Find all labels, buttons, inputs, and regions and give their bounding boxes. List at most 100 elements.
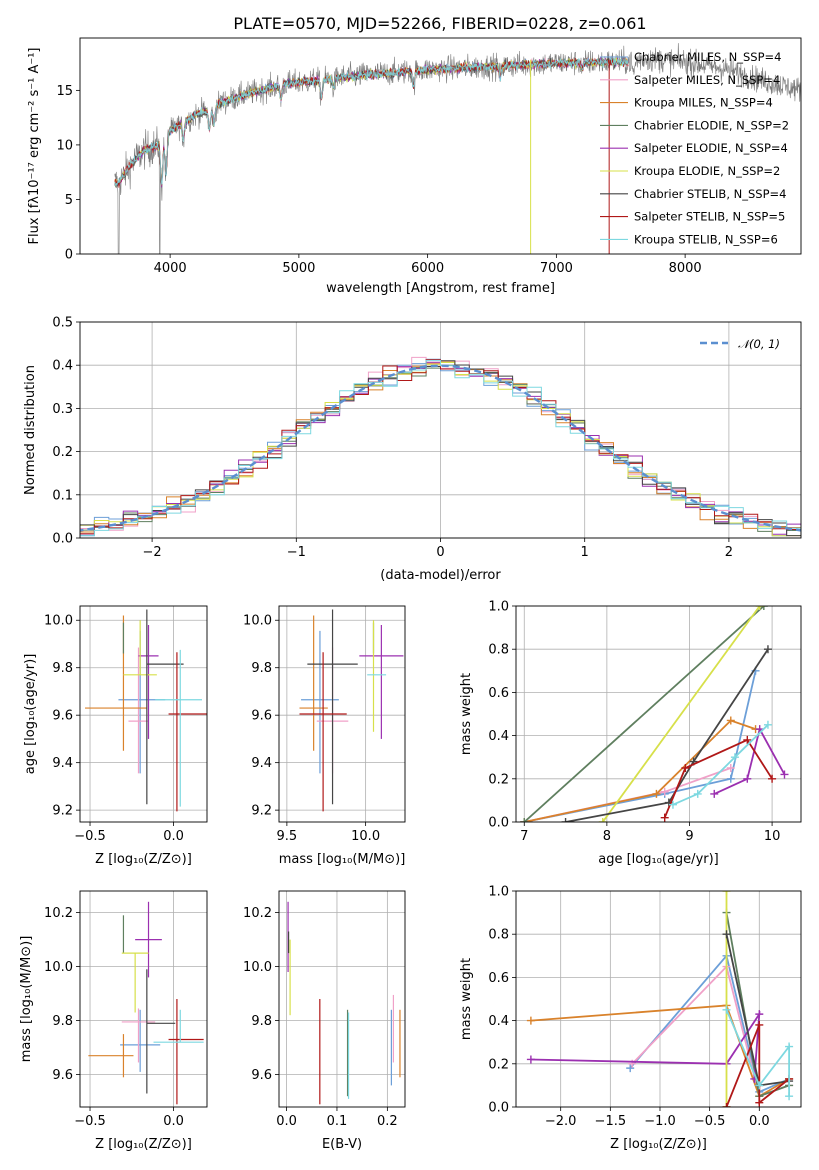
mass-weight-marker [722, 930, 731, 939]
error-bar-point [168, 652, 207, 812]
mass-weight-marker [785, 1042, 794, 1051]
legend-label: Salpeter ELODIE, N_SSP=4 [634, 141, 788, 155]
mass-weight-marker [681, 764, 690, 772]
legend-label: 𝒩(0, 1) [738, 337, 780, 351]
mass-weight-marker [768, 774, 777, 783]
error-bar-point [301, 630, 339, 774]
mass-weight-series [629, 953, 790, 1094]
error-bar-point [153, 1009, 204, 1043]
mass-weight-marker [652, 789, 661, 798]
mass-weight-marker [561, 818, 570, 822]
x-axis-label: E(B-V) [322, 1137, 362, 1152]
grid [279, 606, 405, 822]
mass-weight-vs-age-plot: 7 8 9 10 0.0 0.2 0.4 0.6 0.8 1.0 age [log₁₀(age/yr… [459, 600, 802, 867]
error-bar-point [359, 624, 404, 739]
x-axis-label: (data-model)/error [380, 568, 501, 583]
grid [516, 605, 801, 823]
x-tick-label: 4000 [154, 261, 187, 276]
mass-weight-marker [668, 800, 677, 809]
x-tick-label: 0.0 [163, 829, 184, 844]
y-tick-label: 9.6 [251, 709, 272, 724]
x-tick-label: 0.2 [377, 1114, 398, 1129]
y-axis-label: Flux [fλ10⁻¹⁷ erg cm⁻² s⁻¹ A⁻¹] [27, 48, 42, 245]
y-tick-label: 9.2 [52, 804, 73, 819]
mass-weight-marker [660, 787, 669, 796]
plot-area [85, 609, 207, 812]
y-tick-label: 9.2 [251, 804, 272, 819]
x-tick-label: −0.5 [694, 1114, 726, 1129]
y-tick-label: 9.8 [52, 661, 73, 676]
x-tick-label: 2 [725, 545, 733, 560]
x-tick-label: 6000 [411, 261, 444, 276]
mass-weight-marker [722, 1103, 731, 1107]
age-vs-mass-plot: 9.5 10.0 9.2 9.4 9.6 9.8 10.0 mass [log₁₀(M/M⊙)… [243, 605, 406, 867]
error-bar-point [85, 615, 147, 751]
error-bar-point [123, 620, 157, 676]
ticks: −0.5 0.0 9.6 9.8 10.0 10.2 [44, 906, 184, 1129]
plot-area [299, 609, 404, 812]
ticks: −2 −1 0 1 2 0.0 0.1 0.2 0.3 0.4 0.5 [52, 316, 733, 561]
x-tick-label: −1 [287, 545, 306, 560]
error-bar-point [121, 1008, 156, 1063]
y-tick-label: 15 [56, 84, 73, 99]
x-tick-label: −0.5 [74, 829, 106, 844]
ticks: 7 8 9 10 0.0 0.2 0.4 0.6 0.8 1.0 [488, 600, 780, 845]
mass-weight-marker [526, 1055, 535, 1064]
y-tick-label: 0 [65, 248, 73, 263]
axes-frame [515, 890, 802, 1108]
model-spectrum-line [114, 57, 629, 187]
mass-weight-vs-metallicity-plot: −2.0 −1.5 −1.0 −0.5 0.0 0.0 0.2 0.4 0.6 0.8 1.0 Z [… [459, 885, 802, 1152]
mass-vs-metallicity-plot: −0.5 0.0 9.6 9.8 10.0 10.2 Z [log₁₀(Z/Z⊙)] mass… [19, 890, 208, 1152]
y-tick-label: 9.6 [52, 709, 73, 724]
y-tick-label: 0.0 [488, 1101, 509, 1116]
axes-frame [278, 890, 406, 1108]
x-tick-label: −0.5 [74, 1114, 106, 1129]
mass-weight-marker [763, 720, 772, 729]
mass-weight-marker [626, 1064, 635, 1073]
x-axis-label: wavelength [Angstrom, rest frame] [326, 281, 555, 296]
mass-weight-marker [660, 813, 669, 822]
mass-weight-marker [726, 764, 735, 772]
mass-weight-series [725, 1024, 790, 1107]
legend: 𝒩(0, 1) [700, 337, 780, 351]
y-axis-label: mass weight [459, 673, 474, 755]
error-bar-point [135, 901, 162, 978]
mass-weight-series [725, 934, 790, 1087]
grid [516, 890, 801, 1108]
mass-weight-series [524, 670, 757, 822]
mass-weight-marker [780, 770, 789, 779]
y-tick-label: 5 [65, 193, 73, 208]
error-bar-point [168, 999, 204, 1105]
plot-area [80, 356, 801, 537]
y-tick-label: 0.0 [52, 532, 73, 547]
mass-weight-marker [743, 774, 752, 783]
y-axis-label: age [log₁₀(age/yr)] [23, 654, 38, 775]
mass-weight-series [530, 1010, 761, 1079]
plot-area [114, 43, 801, 254]
y-tick-label: 0.5 [52, 316, 73, 331]
axes-frame [278, 605, 406, 823]
x-tick-label: 10 [764, 829, 781, 844]
legend-label: Chabrier ELODIE, N_SSP=2 [634, 118, 789, 132]
mass-weight-series [523, 606, 765, 822]
figure-title: PLATE=0570, MJD=52266, FIBERID=0228, z=0… [233, 14, 646, 33]
mass-weight-marker [726, 774, 735, 783]
legend-label: Kroupa ELODIE, N_SSP=2 [634, 164, 780, 178]
y-axis-label: mass [log₁₀(M/M⊙)] [19, 936, 34, 1063]
legend-label: Salpeter STELIB, N_SSP=5 [634, 210, 785, 224]
x-axis-label: age [log₁₀(age/yr)] [598, 852, 719, 867]
axes-frame [515, 605, 802, 823]
plot-area [287, 901, 401, 1105]
residual-histogram [80, 359, 801, 536]
y-tick-label: 0.2 [52, 445, 73, 460]
mass-weight-marker [726, 716, 735, 725]
axes-frame [79, 37, 802, 255]
error-bar-point [88, 1034, 134, 1078]
y-tick-label: 0.8 [488, 928, 509, 943]
y-tick-label: 9.6 [251, 1068, 272, 1083]
y-tick-label: 10.2 [243, 906, 272, 921]
mass-weight-marker [755, 1098, 764, 1107]
mass-weight-series [663, 738, 773, 819]
mass-weight-marker [759, 606, 768, 610]
